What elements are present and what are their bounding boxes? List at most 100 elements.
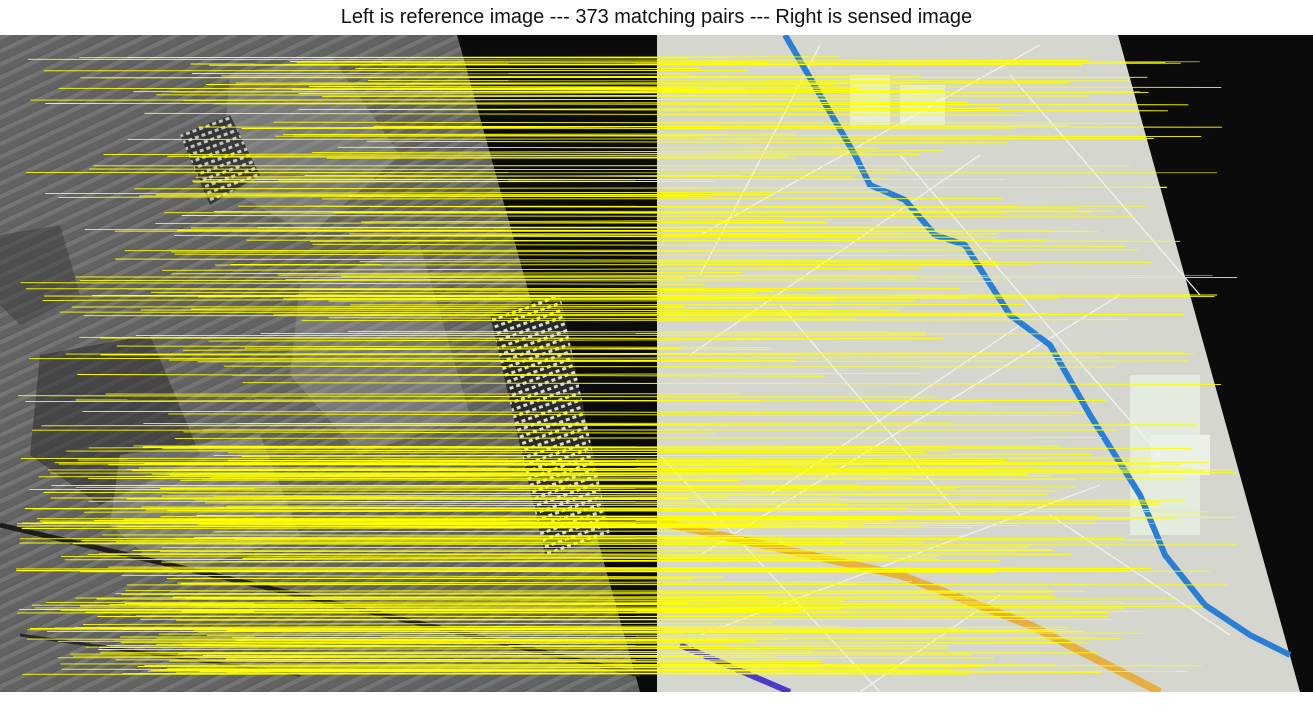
match-line (93, 519, 898, 521)
match-line (89, 168, 901, 171)
match-line (235, 82, 1070, 84)
match-line (120, 520, 892, 522)
match-line (183, 431, 714, 434)
match-line (226, 503, 1162, 507)
match-line (373, 125, 1223, 128)
match-line (371, 274, 917, 277)
match-line (162, 546, 1030, 549)
match-line (328, 317, 856, 320)
match-line (115, 258, 995, 262)
match-line (65, 352, 1185, 355)
match-line (174, 437, 1103, 439)
match-line (133, 91, 1149, 93)
match-line (98, 647, 949, 650)
match-line (311, 150, 943, 154)
match-line (168, 492, 1048, 495)
match-line (299, 88, 846, 91)
match-line (39, 525, 681, 528)
match-line (101, 76, 1148, 79)
match-line (355, 107, 1000, 110)
match-line (134, 186, 1167, 190)
match-line (72, 543, 1238, 546)
match-line (109, 602, 688, 606)
match-line (144, 664, 1056, 667)
match-line (213, 103, 1189, 106)
match-line (246, 239, 1181, 242)
match-line (124, 249, 1139, 252)
match-line (132, 549, 1052, 551)
match-line (227, 669, 952, 673)
match-line (45, 101, 968, 104)
match-line (337, 146, 879, 149)
match-line (169, 596, 1054, 599)
match-line (180, 583, 1229, 586)
match-line (197, 360, 1190, 363)
match-line (131, 469, 1233, 472)
match-line (79, 56, 839, 59)
matching-canvas (0, 35, 1313, 692)
match-line (198, 126, 723, 130)
match-line (347, 331, 926, 333)
match-line (226, 628, 863, 632)
match-line (168, 413, 1072, 417)
match-line (103, 152, 866, 156)
match-line (205, 83, 911, 85)
match-line (304, 205, 1147, 208)
match-line (145, 509, 1207, 513)
map-roads (659, 44, 1231, 692)
match-line (58, 195, 688, 198)
match-line (58, 87, 750, 90)
matching-figure (0, 35, 1313, 692)
match-line (174, 253, 982, 257)
match-line (180, 478, 1076, 481)
match-line (82, 622, 774, 625)
match-line (193, 535, 785, 539)
match-line (60, 663, 1051, 666)
match-line (71, 306, 684, 308)
match-line (98, 553, 1072, 555)
match-line (195, 174, 743, 178)
match-line (27, 628, 963, 631)
match-line (359, 261, 1151, 263)
match-line (54, 460, 761, 464)
match-line (185, 577, 694, 580)
match-line (273, 121, 1138, 124)
match-line (34, 605, 1204, 609)
match-line (75, 399, 990, 402)
match-line (213, 530, 719, 533)
match-line (140, 309, 900, 312)
match-line (74, 625, 842, 628)
road-left (0, 522, 641, 678)
match-line (194, 500, 702, 503)
match-line (136, 570, 995, 573)
match-line (84, 485, 743, 488)
match-line (144, 112, 1027, 116)
match-line (17, 395, 936, 398)
match-line (28, 357, 1102, 360)
match-line (164, 212, 732, 214)
match-line (176, 619, 863, 621)
match-line (190, 63, 1082, 65)
match-line (156, 94, 1089, 97)
match-line (208, 338, 835, 342)
match-line (191, 306, 882, 310)
match-line (127, 137, 1154, 140)
match-line (159, 550, 1054, 553)
match-line (189, 446, 878, 448)
match-line (27, 58, 1089, 62)
match-line (181, 215, 1134, 218)
match-line (45, 191, 889, 195)
match-line (58, 462, 1210, 465)
match-line (181, 610, 795, 612)
match-line (121, 592, 958, 596)
match-line (18, 608, 755, 611)
match-lines (15, 56, 1238, 675)
match-line (29, 626, 1071, 629)
match-line (150, 291, 757, 294)
match-line (139, 194, 722, 197)
match-line (167, 154, 920, 157)
match-line (77, 374, 825, 377)
match-line (115, 591, 1053, 595)
match-line (196, 515, 1098, 518)
match-line (66, 449, 951, 452)
